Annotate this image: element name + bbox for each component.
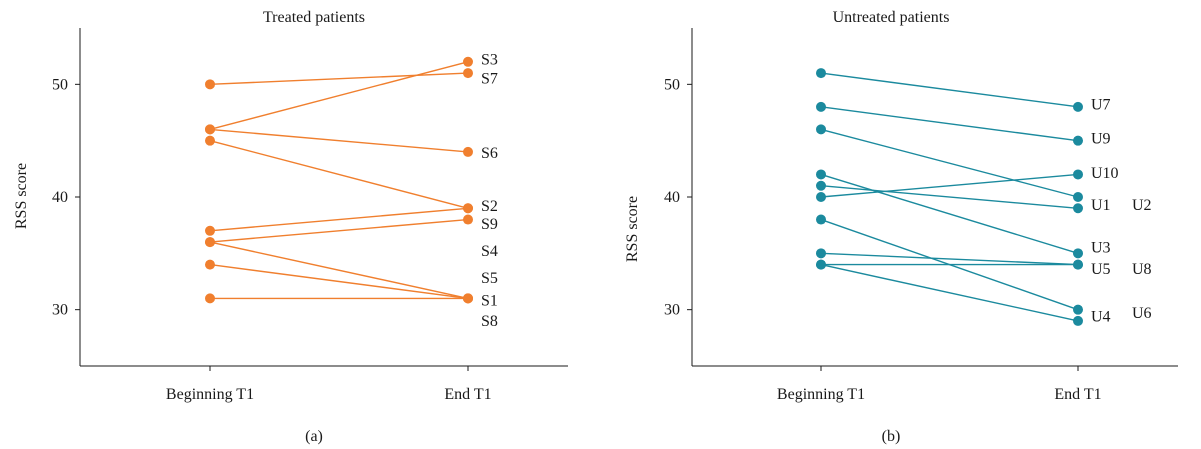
chart-title: Treated patients (263, 9, 365, 26)
point-label-s2: S2 (481, 198, 498, 215)
series-line-s1 (209, 263, 469, 300)
series-line-s2 (209, 139, 469, 209)
series-line-u2 (820, 128, 1079, 198)
series-line-s4 (209, 218, 469, 243)
data-point-u1-beginning (816, 180, 826, 191)
data-point-u9-beginning (816, 101, 826, 112)
x-tick-label: Beginning T1 (777, 386, 865, 403)
point-label-s5: S5 (481, 270, 498, 287)
y-axis-label: RSS score (13, 163, 30, 229)
series-line-s7 (209, 72, 469, 86)
series-points (816, 68, 1083, 326)
data-point-s6-end (463, 146, 473, 157)
series-line-s5 (209, 241, 469, 300)
point-label-u4: U4 (1091, 308, 1111, 325)
chart-panel-treated: Treated patients RSS score (a) 30 40 50 Beg… (13, 9, 568, 445)
data-point-s7-beginning (205, 79, 215, 90)
series-lines (820, 72, 1079, 322)
panel-caption: (b) (882, 428, 901, 445)
data-point-u5-beginning (816, 248, 826, 259)
point-label-u6: U6 (1132, 305, 1152, 322)
series-line-s9 (209, 207, 469, 232)
x-tick-label: End T1 (444, 386, 491, 403)
data-point-u10-end (1073, 169, 1083, 180)
point-label-s1: S1 (481, 293, 498, 310)
data-point-u8-end (1073, 259, 1083, 270)
x-tick-label: Beginning T1 (166, 386, 254, 403)
series-line-u3 (820, 173, 1079, 255)
data-point-s4-end (463, 214, 473, 225)
axes: 30 40 50 Beginning T1 End T1 (52, 28, 568, 403)
series-line-u9 (820, 106, 1079, 142)
data-point-u7-end (1073, 101, 1083, 112)
series-line-s3 (209, 61, 469, 131)
data-point-s9-beginning (205, 225, 215, 236)
point-label-s9: S9 (481, 216, 498, 233)
data-point-u3-beginning (816, 169, 826, 180)
y-tick-label: 30 (664, 302, 680, 319)
point-label-u5: U5 (1091, 261, 1111, 278)
y-axis-label: RSS score (624, 196, 641, 262)
chart-panel-untreated: Untreated patients RSS score (b) 30 40 50 B… (624, 9, 1178, 445)
series-points (205, 56, 473, 304)
series-line-u4 (820, 263, 1079, 322)
series-lines (209, 61, 469, 300)
series-line-u1 (820, 185, 1079, 209)
x-tick-label: End T1 (1054, 386, 1101, 403)
data-point-u10-beginning (816, 192, 826, 202)
series-line-u7 (820, 72, 1079, 108)
point-label-u2: U2 (1132, 197, 1152, 214)
data-point-u6-end (1073, 304, 1083, 315)
data-point-u4-end (1073, 315, 1083, 326)
data-point-s7-end (463, 68, 473, 79)
point-label-u3: U3 (1091, 240, 1111, 257)
chart-title: Untreated patients (833, 9, 950, 26)
point-label-s4: S4 (481, 243, 498, 260)
point-label-s7: S7 (481, 71, 498, 88)
y-tick-label: 50 (664, 76, 680, 93)
data-point-u8-beginning (816, 259, 826, 270)
axes: 30 40 50 Beginning T1 End T1 (664, 28, 1178, 403)
data-point-u3-end (1073, 248, 1083, 259)
data-point-s8-end (463, 293, 473, 304)
data-point-u2-beginning (816, 124, 826, 135)
y-tick-label: 40 (664, 189, 680, 206)
data-point-u7-beginning (816, 68, 826, 79)
series-line-u5 (820, 252, 1079, 266)
data-point-s3-end (463, 56, 473, 67)
data-point-s8-beginning (205, 293, 215, 304)
data-point-s9-end (463, 203, 473, 214)
point-label-u9: U9 (1091, 130, 1111, 147)
data-point-s2-beginning (205, 135, 215, 146)
point-label-s3: S3 (481, 51, 498, 68)
point-label-u10: U10 (1091, 165, 1119, 182)
data-point-s5-beginning (205, 237, 215, 248)
series-line-u10 (820, 173, 1079, 198)
point-label-s6: S6 (481, 145, 498, 162)
data-point-u1-end (1073, 203, 1083, 214)
point-label-u8: U8 (1132, 261, 1152, 278)
series-line-s6 (209, 128, 469, 153)
data-point-u9-end (1073, 135, 1083, 146)
point-label-s8: S8 (481, 313, 498, 330)
point-label-u7: U7 (1091, 96, 1111, 113)
data-point-s1-beginning (205, 259, 215, 270)
point-label-u1: U1 (1091, 197, 1111, 214)
y-tick-label: 50 (52, 76, 68, 93)
data-point-u6-beginning (816, 214, 826, 225)
y-tick-label: 40 (52, 189, 68, 206)
y-tick-label: 30 (52, 302, 68, 319)
panel-caption: (a) (305, 428, 323, 445)
data-point-u2-end (1073, 192, 1083, 202)
data-point-s6-beginning (205, 124, 215, 135)
end-labels: U7 U9 U10 U1 U2 U3 U5 U8 U4 U6 (1091, 96, 1152, 325)
